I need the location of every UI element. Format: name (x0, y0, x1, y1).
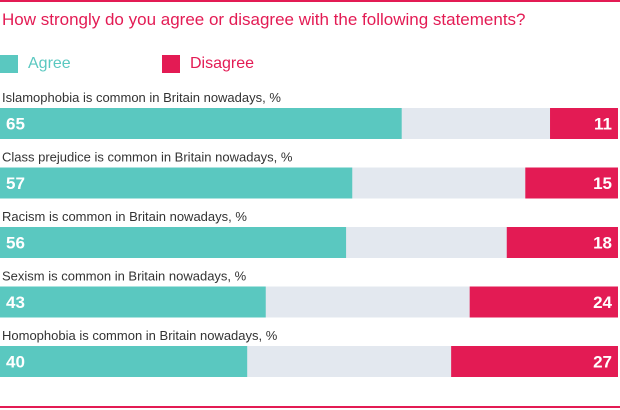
bottom-rule (0, 406, 620, 408)
bar-agree (0, 346, 248, 377)
value-label-disagree: 15 (593, 174, 612, 193)
bar-disagree (550, 108, 618, 139)
bar-agree (0, 167, 353, 199)
chart-title: How strongly do you agree or disagree wi… (2, 10, 526, 29)
value-label-agree: 43 (6, 293, 25, 312)
legend-swatch-agree (0, 55, 18, 73)
legend-label-disagree: Disagree (190, 55, 255, 72)
legend-item-disagree: Disagree (162, 54, 254, 74)
row-label: Racism is common in Britain nowadays, % (2, 209, 247, 224)
legend-item-agree: Agree (0, 54, 71, 74)
bar-agree (0, 108, 402, 139)
value-label-disagree: 27 (593, 353, 612, 372)
bar-disagree (506, 227, 618, 258)
value-label-agree: 65 (6, 115, 25, 134)
row-label: Homophobia is common in Britain nowadays… (2, 328, 278, 343)
row-label: Class prejudice is common in Britain now… (2, 150, 293, 165)
value-label-agree: 56 (6, 234, 25, 253)
top-rule (0, 0, 620, 2)
legend-label-agree: Agree (28, 55, 71, 72)
value-label-disagree: 11 (594, 115, 612, 134)
row-label: Islamophobia is common in Britain nowada… (2, 90, 281, 105)
value-label-disagree: 18 (593, 234, 612, 253)
value-label-agree: 40 (6, 353, 25, 372)
row-label: Sexism is common in Britain nowadays, % (2, 269, 247, 284)
bar-disagree (451, 346, 618, 377)
bar-agree (0, 227, 347, 258)
bar-disagree (469, 286, 618, 318)
bar-agree (0, 286, 266, 318)
legend-swatch-disagree (162, 55, 180, 73)
value-label-agree: 57 (6, 174, 25, 193)
value-label-disagree: 24 (593, 293, 612, 312)
bar-disagree (525, 167, 618, 199)
